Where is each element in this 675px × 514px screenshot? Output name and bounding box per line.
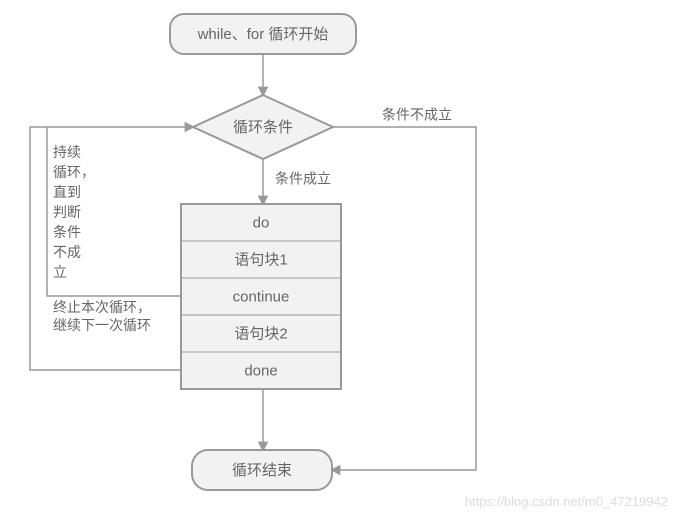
edge-cond-to-block-label: 条件成立 bbox=[275, 171, 331, 187]
notes-layer: 持续循环， 直到判断条件不成立终止本次循环， 继续下一次循环 bbox=[53, 144, 151, 333]
note-left_top-line-5: 不成 bbox=[53, 244, 81, 260]
block-row-3-label: 语句块2 bbox=[234, 325, 287, 342]
note-left_bottom-line-1: 继续下一次循环 bbox=[53, 317, 151, 333]
edge-cond-to-end-label: 条件不成立 bbox=[382, 107, 452, 123]
node-start-label: while、for 循环开始 bbox=[197, 26, 329, 43]
flowchart-canvas: while、for 循环开始循环条件 do 语句块1 continue 语句块2 done… bbox=[0, 0, 675, 514]
node-cond-label: 循环条件 bbox=[233, 119, 293, 136]
block-row-0-label: do bbox=[253, 214, 270, 231]
note-left_bottom-line-0: 终止本次循环， bbox=[53, 299, 151, 315]
node-end-label: 循环结束 bbox=[232, 462, 292, 479]
block-row-2-label: continue bbox=[233, 288, 290, 305]
note-left_top-line-2: 直到 bbox=[53, 184, 81, 200]
note-left_top-line-3: 判断 bbox=[53, 204, 81, 220]
note-left_top-line-0: 持续 bbox=[53, 144, 81, 160]
watermark-text: https://blog.csdn.net/m0_47219942 bbox=[465, 494, 668, 509]
edge-cond-to-end bbox=[332, 127, 476, 470]
note-left_top-line-4: 条件 bbox=[53, 224, 81, 240]
note-left_top-line-6: 立 bbox=[53, 264, 67, 280]
note-left_top-line-1: 循环， bbox=[53, 164, 95, 180]
block-row-4-label: done bbox=[244, 362, 277, 379]
block-row-1-label: 语句块1 bbox=[234, 251, 287, 268]
